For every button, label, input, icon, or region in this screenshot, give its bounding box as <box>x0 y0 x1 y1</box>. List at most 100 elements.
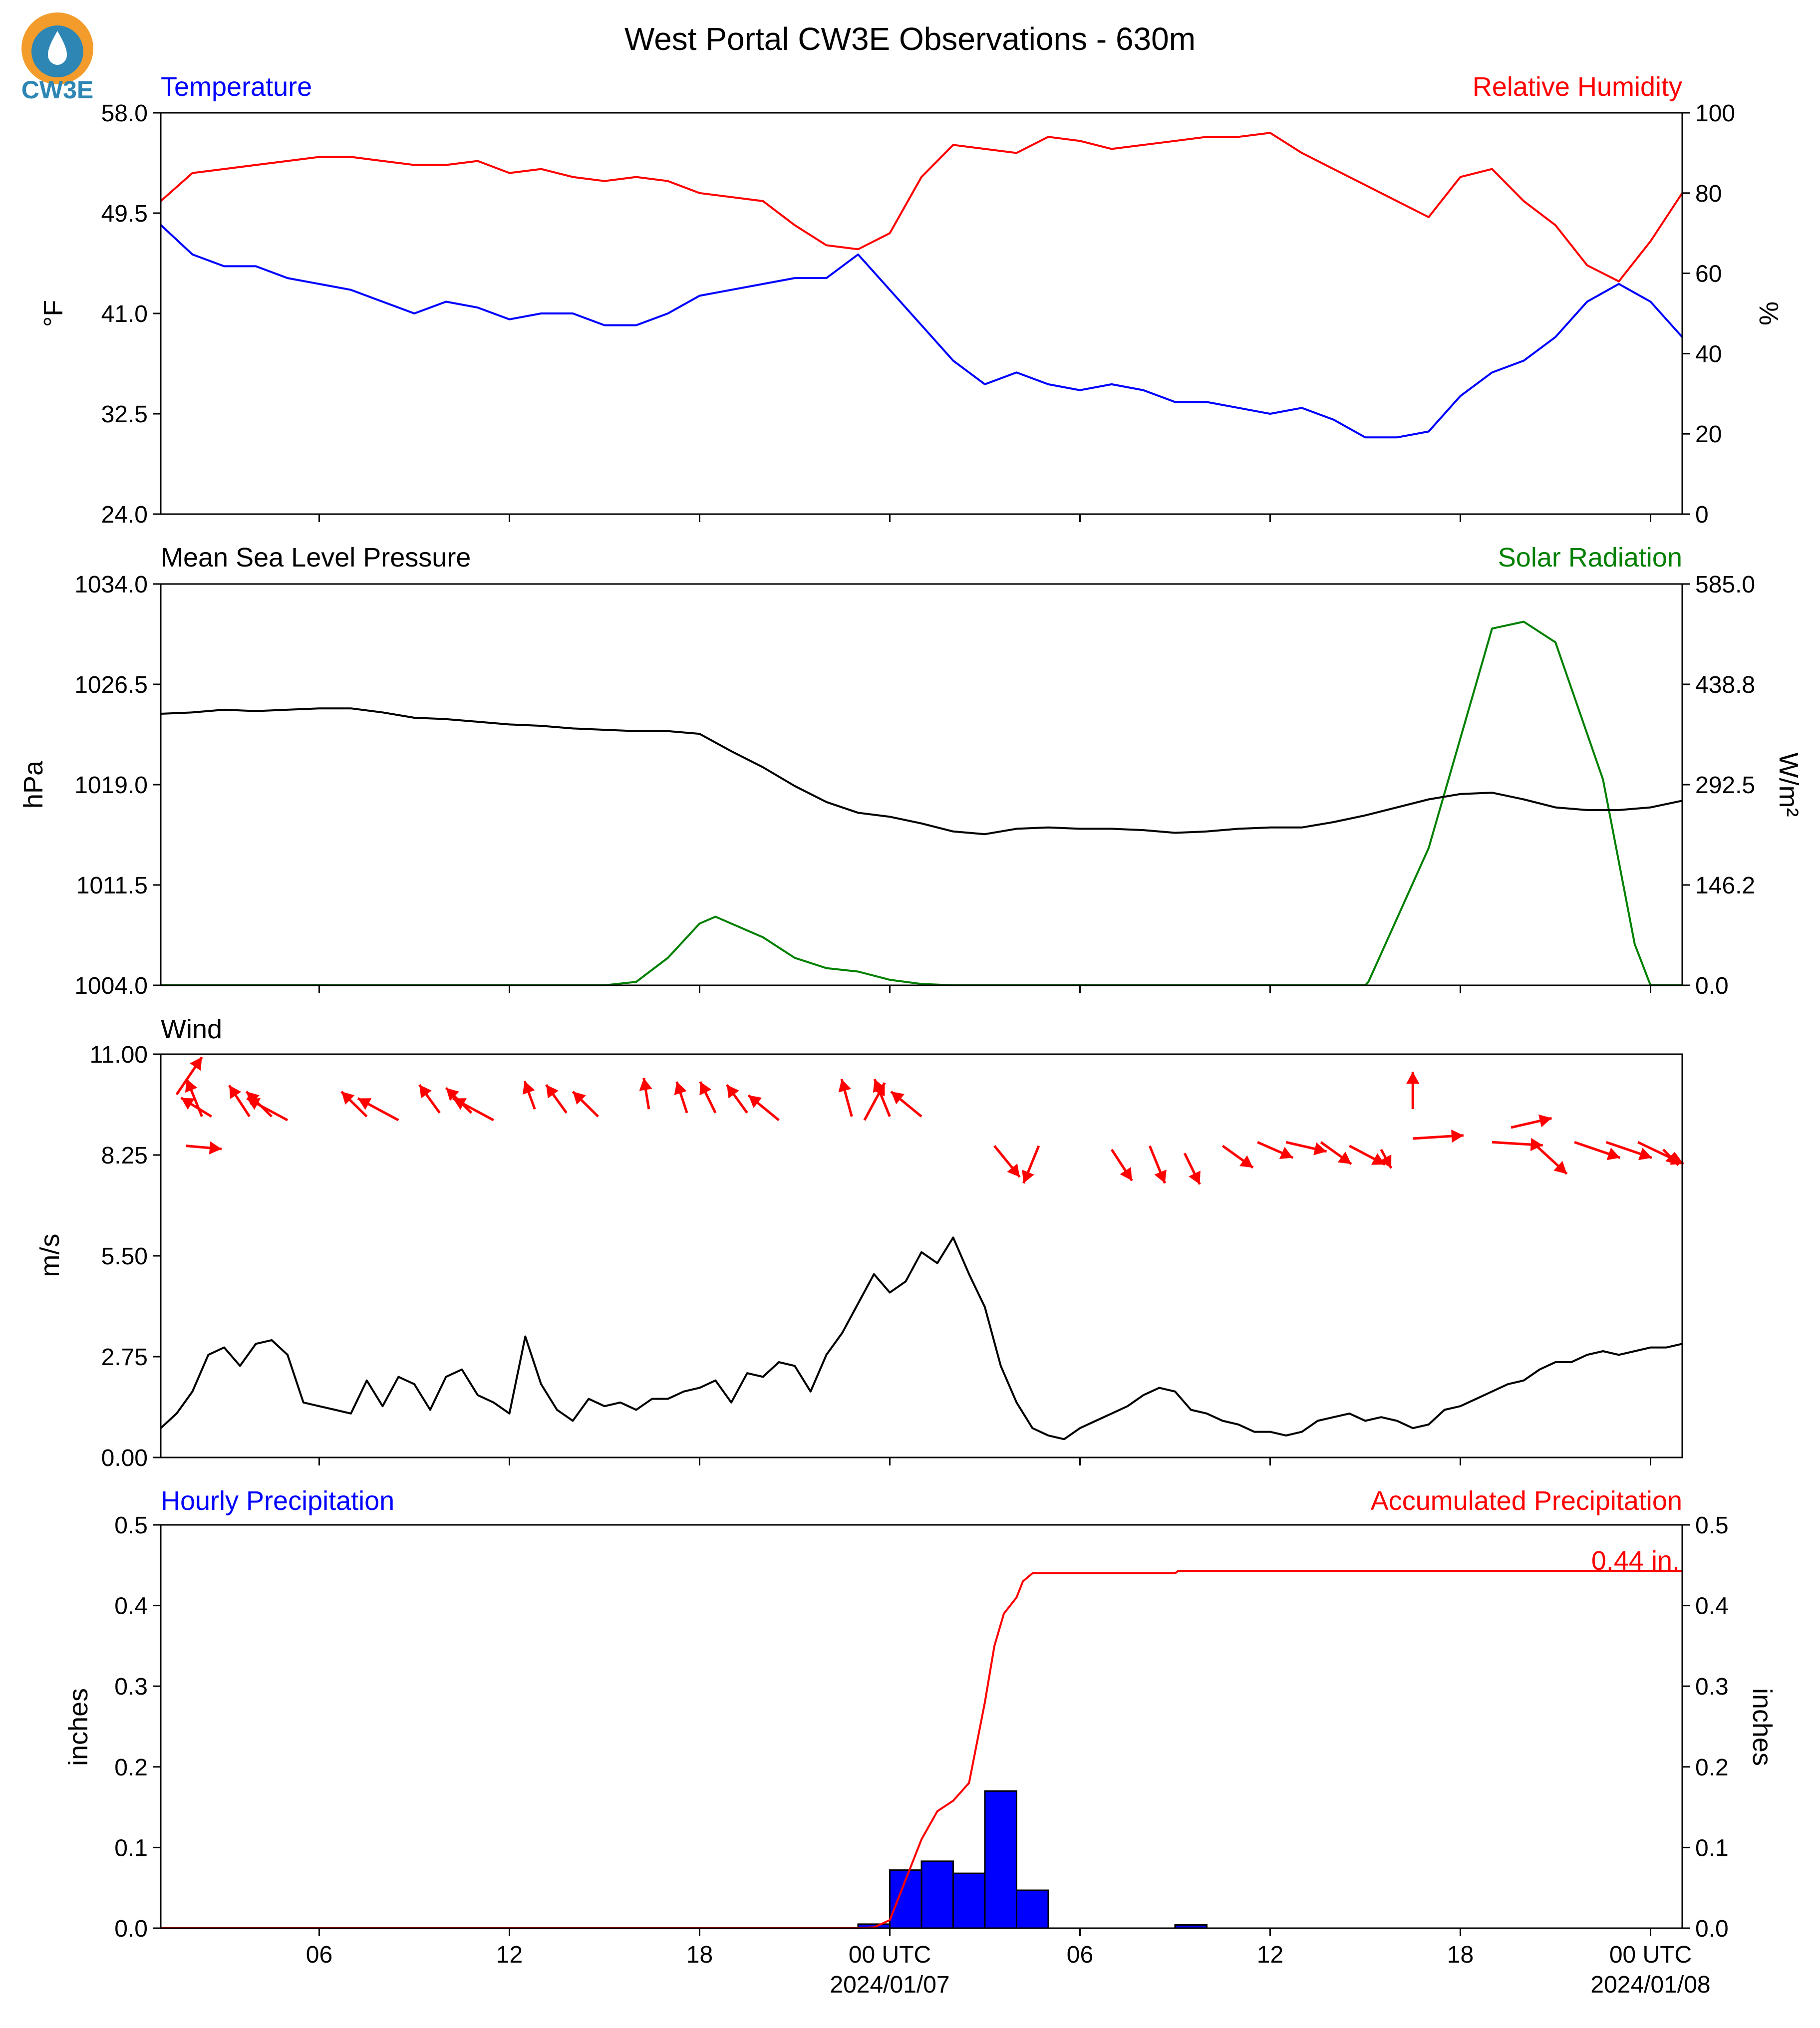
hourly-precip-title: Hourly Precipitation <box>161 1486 394 1516</box>
wind-tick-label: 0.00 <box>101 1445 148 1471</box>
wind-frame <box>160 1053 1683 1458</box>
pressure-title: Mean Sea Level Pressure <box>161 543 471 573</box>
temperature-tick-label: 41.0 <box>101 301 148 327</box>
humidity-tick-label: 60 <box>1695 261 1722 288</box>
wind-arrow-head <box>1606 1148 1620 1160</box>
wind-arrows <box>175 1056 1684 1185</box>
wind-arrow-head <box>341 1091 355 1105</box>
pressure-axis-label: hPa <box>18 760 48 809</box>
wind-panel: Wind m/s 0.00 2.75 5.50 8.25 11.00 <box>35 1014 1684 1471</box>
x-tick-label: 12 <box>496 1942 523 1968</box>
accumulated-precip-line <box>161 1570 1682 1929</box>
accumulated-precip-tick-label: 0.1 <box>1695 1835 1729 1861</box>
pressure-solar-ticks: 1004.0 1011.5 1019.0 1026.5 1034.0 0.0 146.2 29… <box>74 572 1755 999</box>
wind-arrow-head <box>247 1098 261 1110</box>
wind-arrow-head <box>1154 1169 1167 1183</box>
wind-arrow-head <box>1279 1147 1293 1159</box>
wind-tick-label: 2.75 <box>101 1344 148 1371</box>
temperature-tick-label: 58.0 <box>101 100 148 127</box>
accumulated-precip-tick-label: 0.2 <box>1695 1754 1729 1781</box>
wind-arrow-head <box>522 1081 535 1095</box>
wind-arrow-head <box>1451 1129 1464 1143</box>
wind-series <box>160 1236 1683 1441</box>
wind-axis-label: m/s <box>35 1234 65 1277</box>
wind-arrow-head <box>357 1098 372 1110</box>
wind-arrow-head <box>1665 1152 1679 1165</box>
pressure-line <box>160 707 1683 836</box>
solar-title: Solar Radiation <box>1498 543 1682 573</box>
figure-title: West Portal CW3E Observations - 630m <box>624 21 1196 57</box>
wind-arrow-head <box>873 1079 886 1093</box>
humidity-tick-label: 0 <box>1695 502 1709 528</box>
humidity-tick-label: 40 <box>1695 341 1722 367</box>
wind-arrow-head <box>419 1085 432 1099</box>
pressure-tick-label: 1004.0 <box>74 973 148 999</box>
hourly-precip-tick-label: 0.4 <box>114 1593 148 1620</box>
precipitation-panel: Hourly Precipitation Accumulated Precipi… <box>63 1486 1777 1998</box>
humidity-tick-label: 100 <box>1695 100 1735 127</box>
solar-axis-label: W/m² <box>1774 753 1804 817</box>
wind-arrow-head <box>229 1085 242 1099</box>
x-tick-label: 18 <box>686 1942 713 1968</box>
humidity-tick-label: 80 <box>1695 181 1722 207</box>
wind-arrow-head <box>838 1079 852 1093</box>
wind-arrow-head <box>209 1141 222 1155</box>
accumulated-precip-tick-label: 0.3 <box>1695 1674 1729 1700</box>
accumulated-precip-axis-label: inches <box>1747 1688 1777 1766</box>
pressure-tick-label: 1011.5 <box>76 872 148 899</box>
wind-arrow-head <box>699 1082 712 1096</box>
hourly-precip-tick-label: 0.0 <box>114 1916 148 1942</box>
x-tick-label: 18 <box>1447 1942 1474 1968</box>
time-axis-labels: 06 12 18 00 UTC 2024/01/07 06 12 18 00 UTC 2024/0… <box>306 1942 1711 1998</box>
humidity-axis-label: % <box>1754 301 1784 325</box>
accumulated-total-label: 0.44 in. <box>1591 1546 1680 1576</box>
wind-arrow-head <box>639 1078 652 1091</box>
x-tick-label: 06 <box>1067 1942 1093 1968</box>
hourly-precip-tick-label: 0.3 <box>114 1674 148 1700</box>
wind-arrow-head <box>1007 1163 1020 1177</box>
precip-bar <box>952 1872 986 1929</box>
hourly-precip-tick-label: 0.5 <box>114 1512 148 1539</box>
precipitation-frame <box>160 1524 1683 1929</box>
precipitation-ticks: 0.0 0.1 0.2 0.3 0.4 0.5 0.0 0.1 0.2 0.3 0.4 0.5 <box>114 1512 1728 1942</box>
logo-text: CW3E <box>21 76 93 104</box>
wind-arrow-head <box>181 1098 195 1110</box>
cw3e-logo: CW3E <box>21 12 93 104</box>
wind-arrow-head <box>1553 1160 1567 1174</box>
temperature-tick-label: 49.5 <box>101 201 148 227</box>
x-tick-label: 00 UTC <box>849 1942 931 1968</box>
wind-arrow-head <box>1380 1155 1392 1168</box>
temperature-line <box>160 224 1683 439</box>
pressure-tick-label: 1026.5 <box>74 672 148 698</box>
wind-arrow-head <box>185 1079 198 1093</box>
wind-arrow-head <box>190 1057 202 1071</box>
humidity-line <box>160 132 1683 283</box>
precip-bar <box>984 1790 1017 1929</box>
temperature-humidity-series <box>160 132 1683 439</box>
accumulated-precip-tick-label: 0.0 <box>1695 1916 1729 1942</box>
wind-arrow-head <box>1638 1148 1652 1160</box>
wind-arrow-head <box>727 1085 739 1099</box>
temperature-humidity-ticks: 24.0 32.5 41.0 49.5 58.0 0 20 40 60 80 100 <box>101 100 1736 528</box>
wind-arrow-head <box>891 1091 905 1105</box>
temperature-tick-label: 24.0 <box>101 502 148 528</box>
wind-tick-label: 8.25 <box>101 1143 148 1169</box>
temperature-tick-label: 32.5 <box>101 401 148 428</box>
wind-title: Wind <box>161 1014 222 1044</box>
pressure-solar-frame <box>160 583 1683 986</box>
pressure-tick-label: 1034.0 <box>74 572 148 598</box>
wind-ticks: 0.00 2.75 5.50 8.25 11.00 <box>89 1042 1651 1471</box>
wind-arrow-head <box>1120 1167 1132 1181</box>
wind-arrow-head <box>1538 1114 1552 1128</box>
solar-tick-label: 292.5 <box>1695 772 1755 799</box>
solar-tick-label: 585.0 <box>1695 572 1755 598</box>
wind-tick-label: 5.50 <box>101 1243 148 1270</box>
wind-arrow-head <box>573 1091 586 1105</box>
x-date-label: 2024/01/08 <box>1590 1972 1710 1998</box>
x-tick-label: 00 UTC <box>1609 1942 1692 1968</box>
accumulated-precip-title: Accumulated Precipitation <box>1371 1486 1682 1516</box>
accumulated-precip-tick-label: 0.4 <box>1695 1593 1729 1620</box>
